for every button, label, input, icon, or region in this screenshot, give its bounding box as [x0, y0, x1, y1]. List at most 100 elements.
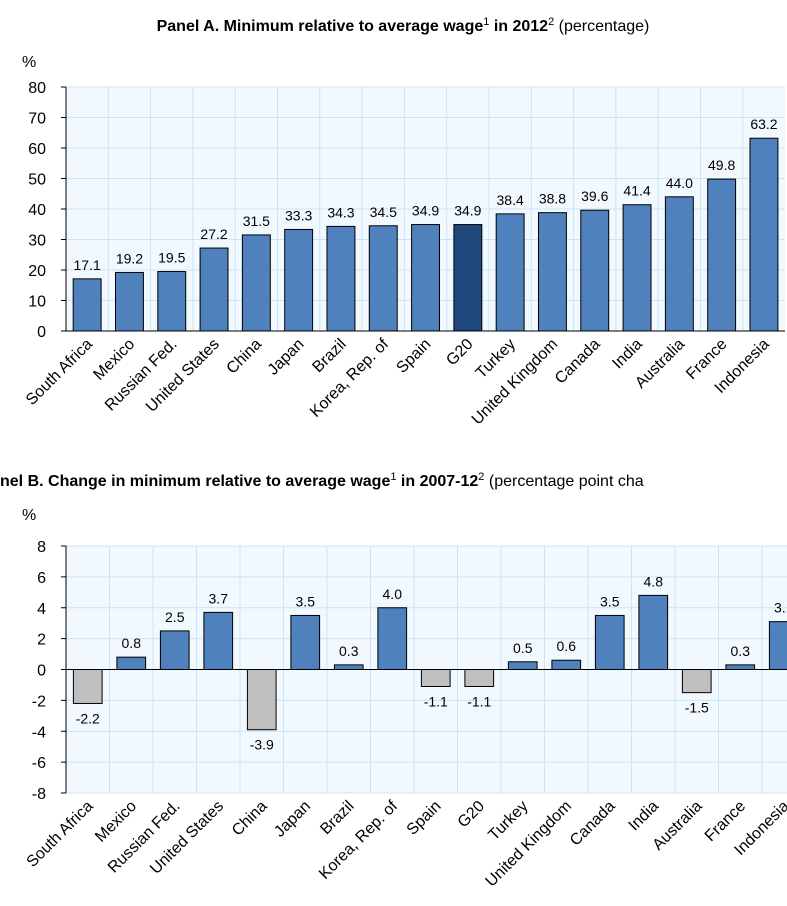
y-tick-label: 0 — [37, 663, 46, 680]
x-tick-label: India — [626, 798, 663, 835]
x-tick-label: South Africa — [24, 798, 97, 871]
value-label: 4.0 — [383, 586, 403, 602]
title-segment: in 2012 — [489, 18, 548, 35]
bar — [290, 614, 321, 670]
value-label: 39.6 — [581, 188, 608, 204]
y-tick-label: -4 — [32, 724, 46, 741]
value-label: 44.0 — [666, 175, 693, 191]
title-segment: in 2007-12 — [396, 473, 478, 490]
value-label: 17.1 — [74, 257, 101, 273]
value-label: 33.3 — [285, 207, 312, 223]
y-tick-label: 8 — [37, 539, 46, 556]
bar — [638, 594, 669, 671]
bar — [203, 611, 234, 670]
y-tick-label: 20 — [28, 263, 46, 280]
y-tick-label: 70 — [28, 111, 46, 128]
value-label: -1.1 — [424, 693, 448, 709]
value-label: 0.5 — [513, 640, 533, 656]
x-tick-label: Brazil — [317, 798, 357, 838]
bar — [749, 137, 779, 332]
bar — [411, 224, 441, 332]
y-tick-label: 4 — [37, 601, 46, 618]
bar — [681, 669, 712, 694]
x-tick-label: Korea, Rep. of — [307, 335, 392, 420]
y-tick-label: 6 — [37, 570, 46, 587]
value-label: 3.7 — [209, 590, 229, 606]
x-tick-label: Canada — [552, 336, 604, 388]
y-tick-label: 60 — [28, 141, 46, 158]
value-label: 34.5 — [370, 204, 397, 220]
value-label: 19.5 — [158, 250, 185, 266]
bar — [594, 614, 625, 670]
value-label: 34.3 — [327, 204, 354, 220]
title-segment: 2 — [548, 16, 554, 28]
y-tick-label: 0 — [37, 324, 46, 341]
value-label: 49.8 — [708, 157, 735, 173]
title-segment: Panel A. Minimum relative to average wag… — [157, 18, 484, 35]
bar — [622, 204, 652, 332]
x-tick-label: Brazil — [309, 336, 349, 376]
bar — [368, 225, 398, 332]
value-label: 34.9 — [454, 203, 481, 219]
bar — [507, 661, 538, 670]
value-label: 41.4 — [623, 183, 650, 199]
value-label: 0.6 — [557, 638, 577, 654]
value-label: 38.4 — [497, 192, 524, 208]
title-segment: 1 — [390, 471, 396, 483]
title-segment: nel B. Change in minimum relative to ave… — [0, 473, 390, 490]
value-label: 38.8 — [539, 191, 566, 207]
bar — [377, 607, 408, 670]
y-tick-label: -2 — [32, 693, 46, 710]
x-tick-label: South Africa — [23, 336, 96, 409]
x-tick-label: G20 — [455, 798, 488, 831]
value-label: 3.1 — [774, 600, 787, 616]
y-tick-label: 2 — [37, 632, 46, 649]
y-tick-label: 40 — [28, 202, 46, 219]
value-label: 27.2 — [200, 226, 227, 242]
value-label: 0.3 — [731, 643, 751, 659]
x-tick-label: United States — [143, 336, 223, 416]
y-tick-label: 30 — [28, 233, 46, 250]
x-tick-label: Spain — [393, 336, 434, 377]
bar — [453, 224, 483, 332]
bar — [246, 669, 277, 731]
y-axis-label: % — [22, 54, 36, 71]
bar — [333, 664, 364, 671]
x-tick-label: Spain — [404, 798, 445, 839]
value-label: 4.8 — [644, 573, 664, 589]
title-segment: 2 — [478, 471, 484, 483]
x-tick-label: Korea, Rep. of — [316, 797, 401, 882]
y-axis-label: % — [22, 507, 36, 524]
bar — [241, 234, 271, 332]
bar — [420, 669, 451, 687]
bar — [326, 225, 356, 332]
title-segment: 1 — [483, 16, 489, 28]
bar — [157, 271, 187, 332]
value-label: 19.2 — [116, 250, 143, 266]
bar — [72, 278, 102, 332]
chart-title: nel B. Change in minimum relative to ave… — [0, 471, 644, 490]
bar — [707, 178, 737, 332]
x-tick-label: China — [229, 798, 271, 840]
bar — [159, 630, 190, 670]
value-label: -3.9 — [250, 737, 274, 753]
y-tick-label: 50 — [28, 172, 46, 189]
value-label: 63.2 — [750, 116, 777, 132]
title-segment: (percentage) — [554, 18, 649, 35]
x-tick-label: Canada — [567, 798, 619, 850]
value-label: 3.5 — [296, 593, 316, 609]
y-tick-label: -6 — [32, 755, 46, 772]
bar — [768, 621, 787, 670]
value-label: 0.8 — [122, 635, 142, 651]
bar — [725, 664, 756, 671]
x-tick-label: India — [609, 336, 646, 373]
bar — [116, 656, 147, 671]
value-label: 34.9 — [412, 203, 439, 219]
value-label: 2.5 — [165, 609, 185, 625]
y-tick-label: 10 — [28, 294, 46, 311]
bar — [664, 196, 694, 332]
y-tick-label: -8 — [32, 786, 46, 803]
bar — [464, 669, 495, 687]
x-tick-label: Japan — [265, 336, 308, 379]
bar — [284, 228, 314, 332]
